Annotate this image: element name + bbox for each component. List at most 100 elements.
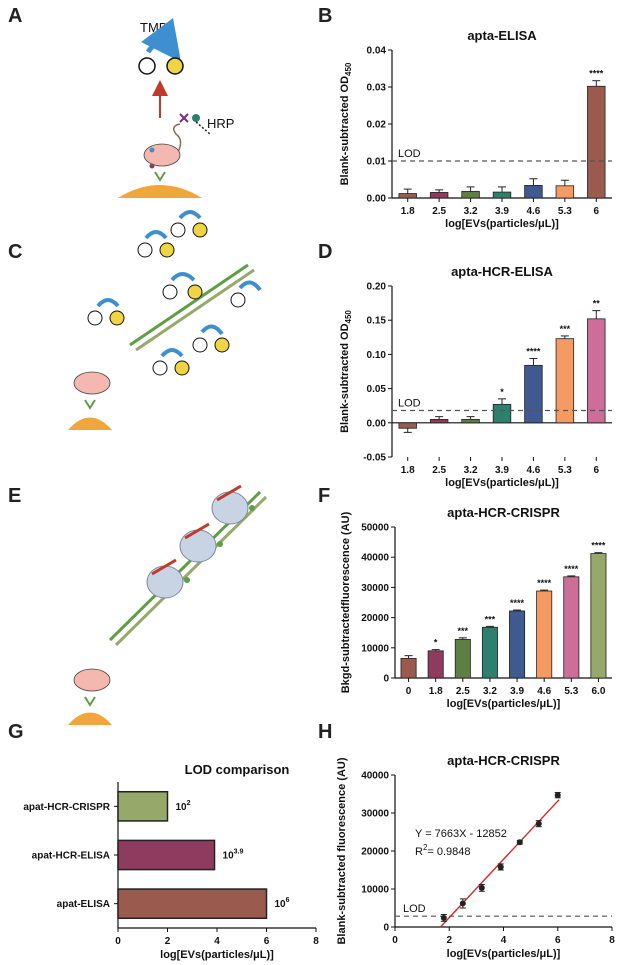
x-tick-label: 4 (214, 936, 220, 947)
chart-calibration: apta-HCR-CRISPR 0 10000 20000 30000 40000 0 2 4 6… (336, 753, 615, 960)
bar (555, 185, 575, 199)
y-tick-label: 0.01 (367, 157, 387, 168)
data-point (497, 863, 504, 870)
y-tick-label: 0 (383, 923, 389, 934)
category-label: apat-HCR-CRISPR (23, 802, 110, 813)
bar (590, 553, 607, 679)
bar (536, 590, 553, 679)
significance-label: ** (593, 299, 601, 309)
significance-label: *** (458, 626, 469, 636)
value-label-exp: 6 (286, 897, 290, 904)
bar (117, 839, 216, 871)
panel-label-a: A (8, 5, 22, 27)
fit-equation: Y = 7663X - 12852 (415, 828, 507, 840)
category-label: apat-ELISA (57, 899, 110, 910)
hrp-label: HRP (207, 116, 234, 131)
x-axis-label: log[EVs(particles/μL)] (447, 948, 561, 960)
x-tick-label: 4.6 (526, 206, 540, 217)
bar (400, 657, 417, 679)
value-label: 103.9 (223, 849, 244, 862)
significance-label: * (434, 638, 438, 648)
x-tick-label: 0 (406, 686, 412, 697)
y-axis-label-main: Blank-subtracted OD (339, 76, 351, 185)
value-label: 102 (176, 800, 191, 813)
aptamer-icon (173, 123, 182, 153)
x-axis-label: log[EVs(particles/μL)] (160, 949, 274, 961)
x-axis-label: log[EVs(particles/μL)] (445, 218, 559, 230)
x-axis-label: log[EVs(particles/μL)] (445, 477, 559, 489)
hrp-enzyme-icon (179, 113, 200, 123)
x-tick-label: 3.9 (495, 206, 509, 217)
y-tick-label: 10000 (361, 885, 389, 896)
x-tick-label: 2 (446, 935, 452, 946)
bar (429, 418, 449, 424)
significance-label: **** (591, 541, 606, 551)
chart-title: apta-HCR-CRISPR (447, 505, 560, 520)
chart-title: LOD comparison (185, 762, 290, 777)
y-axis-label: Blank-subtracted OD450 (339, 310, 353, 433)
significance-label: *** (560, 324, 571, 334)
y-tick-label: 0.15 (367, 316, 387, 327)
lod-label: LOD (398, 148, 421, 160)
y-tick-label: 0 (383, 674, 389, 685)
x-tick-label: 4.6 (526, 465, 540, 476)
data-point (554, 792, 561, 799)
y-tick-label: 40000 (361, 771, 389, 782)
bar (524, 364, 543, 424)
reaction-arrow-icon (140, 17, 182, 62)
chart-lod-comparison: LOD comparison 0 2 4 6 8 apat-HCR-CRISPR 102 apa… (23, 762, 319, 961)
fit-line (439, 799, 560, 928)
x-tick-label: 0 (392, 935, 398, 946)
y-tick-label: 30000 (361, 583, 389, 594)
value-label: 106 (275, 897, 290, 910)
data-point (459, 900, 466, 907)
chart-title: apta-HCR-CRISPR (447, 753, 560, 768)
panel-label-f: F (318, 485, 330, 507)
x-tick-label: 1.8 (401, 206, 415, 217)
x-tick-label: 2 (165, 936, 171, 947)
x-tick-label: 1.8 (401, 465, 415, 476)
x-tick-label: 3.2 (464, 206, 478, 217)
bar (481, 626, 498, 679)
bar (427, 650, 444, 679)
x-tick-label: 3.9 (510, 686, 524, 697)
y-tick-label: 20000 (361, 613, 389, 624)
chart-apta-hcr-crispr: apta-HCR-CRISPR 0 10000 20000 30000 40000 5000… (340, 505, 612, 710)
data-point (478, 884, 485, 891)
bar (524, 185, 543, 199)
significance-label: **** (526, 347, 541, 357)
x-tick-label: 2.5 (432, 206, 446, 217)
bar (117, 790, 169, 822)
value-label-base: 10 (176, 802, 188, 813)
y-tick-label: 0.04 (367, 46, 387, 57)
y-tick-label: -0.05 (363, 453, 386, 464)
panel-label-e: E (8, 485, 21, 507)
x-tick-label: 6.0 (591, 686, 605, 697)
bar (117, 888, 268, 920)
y-axis-label-sub: 450 (344, 310, 353, 324)
significance-label: **** (564, 564, 579, 574)
bar (398, 422, 417, 429)
x-tick-label: 0 (115, 936, 121, 947)
x-tick-label: 2.5 (456, 686, 470, 697)
x-tick-label: 3.2 (464, 465, 478, 476)
bar (398, 193, 417, 199)
y-tick-label: 30000 (361, 809, 389, 820)
bar (461, 190, 480, 199)
x-tick-label: 6 (555, 935, 561, 946)
bar (429, 192, 449, 199)
x-tick-label: 2.5 (432, 465, 446, 476)
x-tick-label: 8 (313, 936, 319, 947)
chart-title: apta-ELISA (467, 28, 537, 43)
schematic-e (68, 484, 268, 725)
bar (587, 85, 606, 199)
y-axis-label: Blank-subtracted fluorescence (AU) (336, 757, 348, 944)
chart-apta-hcr-elisa: apta-HCR-ELISA -0.05 0.00 0.05 0.10 0.15 0.20 1… (339, 264, 612, 489)
bar (492, 403, 512, 424)
reaction-arrows (96, 210, 262, 358)
r2-sup: 2 (423, 843, 428, 852)
value-label-base: 10 (223, 851, 235, 862)
x-tick-label: 8 (609, 935, 615, 946)
surface-icon (118, 185, 202, 198)
cas12-complex-icons (146, 484, 255, 599)
